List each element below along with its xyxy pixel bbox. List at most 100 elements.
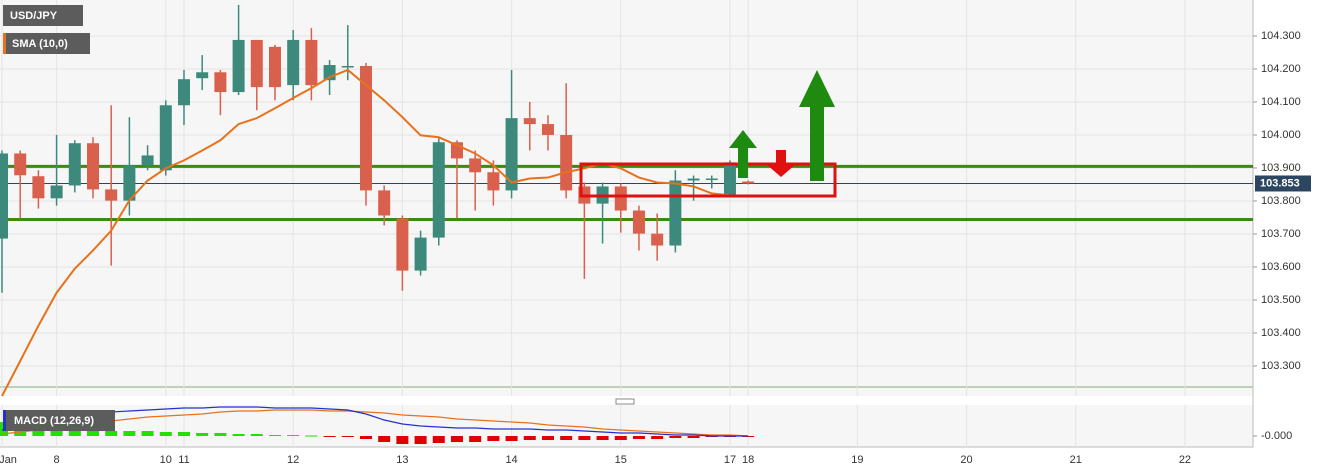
- grid: [0, 0, 1253, 447]
- histogram-bar: [232, 434, 245, 436]
- histogram-bar: [305, 435, 318, 437]
- candle-body: [86, 143, 99, 190]
- y-tick-label: 104.000: [1261, 129, 1301, 141]
- candle-body: [32, 176, 45, 199]
- x-tick-label: 20: [960, 454, 972, 466]
- histogram-bar: [578, 436, 591, 440]
- candle-body: [232, 39, 245, 93]
- last-price-box: [1255, 175, 1311, 192]
- candle-body: [705, 178, 718, 181]
- histogram-bar: [469, 436, 482, 442]
- histogram-bar: [632, 436, 645, 439]
- candle-body: [687, 178, 700, 181]
- y-tick-label: 104.200: [1261, 63, 1301, 75]
- candle-body: [141, 155, 154, 166]
- candle-body: [396, 218, 409, 271]
- legend-label: USD/JPY: [10, 10, 58, 22]
- histogram-bar: [250, 434, 263, 436]
- candle-body: [523, 118, 536, 125]
- y-tick-label: 104.100: [1261, 96, 1301, 108]
- candle-body: [305, 39, 318, 86]
- candle-body: [505, 118, 518, 191]
- candle-body: [50, 185, 63, 199]
- candle-body: [123, 165, 136, 201]
- histogram-bar: [123, 431, 136, 436]
- x-tick-label: 15: [615, 454, 627, 466]
- candle-body: [177, 79, 190, 106]
- x-tick-label: 8: [54, 454, 60, 466]
- y-tick-label: 104.300: [1261, 30, 1301, 42]
- legend-box: [3, 410, 115, 431]
- histogram-bar: [323, 436, 336, 437]
- up-arrow: [799, 70, 835, 181]
- x-tick-label: 18: [742, 454, 754, 466]
- legend-label: MACD (12,26,9): [14, 415, 94, 427]
- histogram-bar: [141, 431, 154, 436]
- histogram-bar: [669, 436, 682, 438]
- x-tick-label: 10: [160, 454, 172, 466]
- candle-body: [268, 46, 281, 88]
- histogram-bar: [596, 436, 609, 440]
- up-arrow: [729, 130, 757, 178]
- down-arrow: [766, 150, 796, 177]
- candle-body: [432, 142, 445, 238]
- histogram-bar: [505, 436, 518, 441]
- signal-line: [1, 409, 749, 437]
- histogram-bar: [50, 430, 63, 436]
- histogram-bar: [68, 430, 81, 436]
- histogram-bar: [523, 436, 536, 440]
- candle-body: [0, 153, 9, 239]
- candle-body: [742, 181, 755, 184]
- legend-swatch: [3, 410, 6, 431]
- candle-body: [469, 158, 482, 173]
- histogram-bar: [214, 433, 227, 436]
- x-tick-label: 14: [505, 454, 517, 466]
- y-tick-label: 103.900: [1261, 162, 1301, 174]
- histogram-bar: [159, 432, 172, 436]
- annotations: [579, 70, 837, 405]
- x-tick-label: 13: [396, 454, 408, 466]
- histogram-bar: [268, 435, 281, 436]
- y-tick-label: 103.800: [1261, 195, 1301, 207]
- histogram-bar: [177, 432, 190, 436]
- candle-body: [214, 72, 227, 93]
- y-tick-label: 103.600: [1261, 261, 1301, 273]
- legend-box: [3, 33, 90, 54]
- candle-body: [287, 39, 300, 86]
- histogram-bar: [687, 436, 700, 438]
- y-tick-label: 103.500: [1261, 294, 1301, 306]
- y-tick-label: -0.000: [1261, 430, 1292, 442]
- x-tick-label: 21: [1070, 454, 1082, 466]
- histogram-bar: [487, 436, 500, 441]
- candle-body: [487, 172, 500, 191]
- histogram-bar: [396, 436, 409, 444]
- legend-label: SMA (10,0): [12, 38, 68, 50]
- x-tick-label: 19: [851, 454, 863, 466]
- histogram-bar: [105, 431, 118, 436]
- x-tick-label: 11: [178, 454, 189, 466]
- legend: USD/JPY SMA (10,0) MACD (12,26,9): [3, 5, 115, 431]
- pane-handle[interactable]: [615, 398, 635, 405]
- candle-body: [414, 237, 427, 271]
- x-tick-label: 22: [1179, 454, 1191, 466]
- legend-swatch: [3, 33, 6, 54]
- legend-box: [3, 5, 83, 26]
- candle-body: [560, 134, 573, 191]
- x-tick-label: 12: [287, 454, 299, 466]
- candle-body: [632, 210, 645, 234]
- y-tick-label: 103.400: [1261, 327, 1301, 339]
- histogram-bar: [414, 436, 427, 444]
- histogram-bar: [541, 436, 554, 440]
- candle-body: [14, 153, 27, 176]
- candle-body: [614, 186, 627, 211]
- candle-body: [105, 189, 118, 201]
- candle-body: [68, 143, 81, 186]
- y-tick-label: 103.700: [1261, 228, 1301, 240]
- histogram-bar: [432, 436, 445, 443]
- histogram-bar: [378, 436, 391, 442]
- candle-body: [723, 162, 736, 196]
- candle-body: [159, 105, 172, 171]
- macd-pane: [0, 405, 1253, 447]
- macd-line: [1, 406, 749, 437]
